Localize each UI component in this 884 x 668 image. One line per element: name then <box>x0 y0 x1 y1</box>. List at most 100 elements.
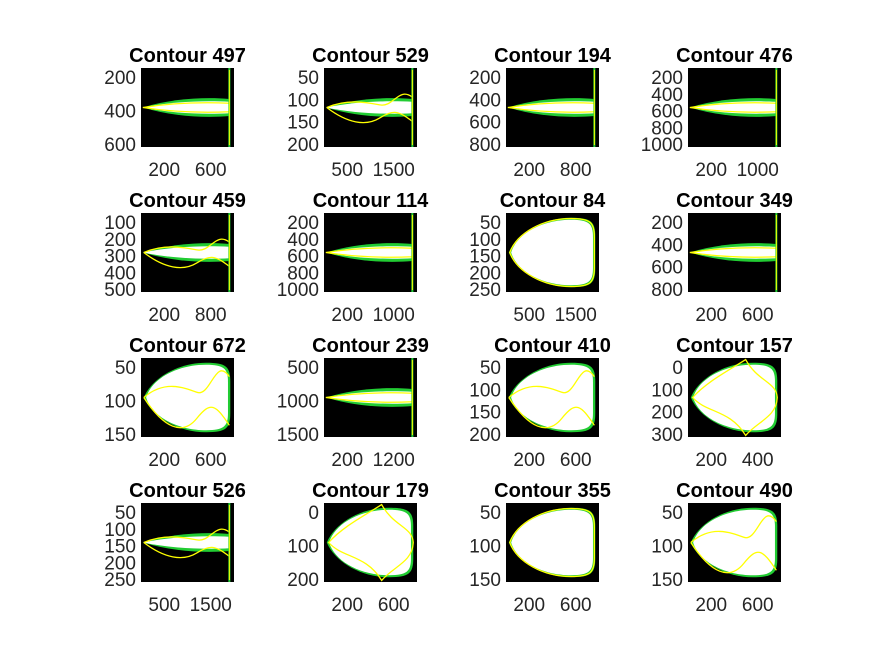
y-tick-label: 800 <box>287 263 319 284</box>
x-tick-label: 200 <box>513 450 545 471</box>
y-tick-label: 250 <box>104 570 136 591</box>
x-tick-label: 1500 <box>190 595 232 616</box>
x-tick-label: 600 <box>195 450 227 471</box>
x-tick-label: 200 <box>148 305 180 326</box>
overlay-contour <box>143 528 230 559</box>
y-tick-label: 0 <box>308 503 319 524</box>
y-tick-label: 1000 <box>277 392 319 413</box>
y-tick-label: 800 <box>651 118 683 139</box>
y-tick-label: 150 <box>104 537 136 558</box>
y-tick-label: 50 <box>480 213 501 234</box>
subplot-title: Contour 355 <box>494 480 611 502</box>
y-tick-label: 100 <box>287 90 319 111</box>
x-tick-label: 600 <box>742 595 774 616</box>
subplot-title: Contour 157 <box>676 335 793 357</box>
y-tick-label: 300 <box>104 247 136 268</box>
x-tick-label: 200 <box>331 305 363 326</box>
x-tick-label: 1500 <box>373 160 415 181</box>
region-fill <box>511 364 593 431</box>
x-tick-label: 600 <box>560 450 592 471</box>
x-tick-label: 1000 <box>373 305 415 326</box>
x-tick-label: 200 <box>513 160 545 181</box>
y-tick-label: 600 <box>651 258 683 279</box>
x-tick-label: 600 <box>742 305 774 326</box>
subplot-title: Contour 526 <box>129 480 246 502</box>
x-tick-label: 500 <box>513 305 545 326</box>
x-tick-label: 600 <box>560 595 592 616</box>
y-tick-label: 200 <box>287 570 319 591</box>
y-tick-label: 200 <box>287 135 319 156</box>
subplot-title: Contour 349 <box>676 190 793 212</box>
overlay-contour <box>143 238 230 269</box>
region-fill <box>142 246 230 259</box>
y-tick-label: 150 <box>469 247 501 268</box>
y-tick-label: 0 <box>672 358 683 379</box>
overlay-contour <box>327 503 414 582</box>
y-tick-label: 500 <box>104 280 136 301</box>
y-tick-label: 100 <box>651 380 683 401</box>
region-fill <box>329 509 411 576</box>
y-tick-label: 200 <box>651 403 683 424</box>
y-tick-label: 200 <box>104 553 136 574</box>
subplot-title: Contour 529 <box>312 45 429 67</box>
overlay-contour <box>143 370 230 429</box>
region-fill <box>142 536 230 549</box>
y-tick-label: 50 <box>662 503 683 524</box>
y-tick-label: 100 <box>104 392 136 413</box>
subplot-title: Contour 179 <box>312 480 429 502</box>
subplot-title: Contour 497 <box>129 45 246 67</box>
subplot-title: Contour 459 <box>129 190 246 212</box>
x-tick-label: 200 <box>695 595 727 616</box>
y-tick-label: 50 <box>480 358 501 379</box>
y-tick-label: 400 <box>469 90 501 111</box>
x-tick-label: 200 <box>513 595 545 616</box>
region-fill <box>325 101 413 114</box>
x-tick-label: 200 <box>331 450 363 471</box>
y-tick-label: 400 <box>287 230 319 251</box>
y-tick-label: 200 <box>104 230 136 251</box>
y-tick-label: 200 <box>651 213 683 234</box>
x-tick-label: 400 <box>742 450 774 471</box>
y-tick-label: 800 <box>651 280 683 301</box>
region-fill <box>693 364 775 431</box>
x-tick-label: 1000 <box>737 160 779 181</box>
y-tick-label: 1000 <box>641 135 683 156</box>
overlay-contour <box>509 507 595 578</box>
y-tick-label: 200 <box>651 68 683 89</box>
y-tick-label: 200 <box>469 263 501 284</box>
y-tick-label: 100 <box>651 537 683 558</box>
y-tick-label: 200 <box>469 425 501 446</box>
y-tick-label: 100 <box>287 537 319 558</box>
x-tick-label: 1200 <box>373 450 415 471</box>
y-tick-label: 100 <box>469 230 501 251</box>
subplot-title: Contour 239 <box>312 335 429 357</box>
y-tick-label: 100 <box>104 520 136 541</box>
y-tick-label: 400 <box>104 263 136 284</box>
subplot-title: Contour 194 <box>494 45 612 67</box>
x-tick-label: 200 <box>695 305 727 326</box>
overlay-contour <box>691 358 778 437</box>
y-tick-label: 600 <box>104 135 136 156</box>
y-tick-label: 800 <box>469 135 501 156</box>
y-tick-label: 1500 <box>277 425 319 446</box>
y-tick-label: 600 <box>469 113 501 134</box>
y-tick-label: 150 <box>469 570 501 591</box>
region-fill <box>511 219 593 286</box>
x-tick-label: 1500 <box>555 305 597 326</box>
y-tick-label: 250 <box>469 280 501 301</box>
x-tick-label: 200 <box>695 450 727 471</box>
x-tick-label: 200 <box>695 160 727 181</box>
y-tick-label: 600 <box>287 247 319 268</box>
